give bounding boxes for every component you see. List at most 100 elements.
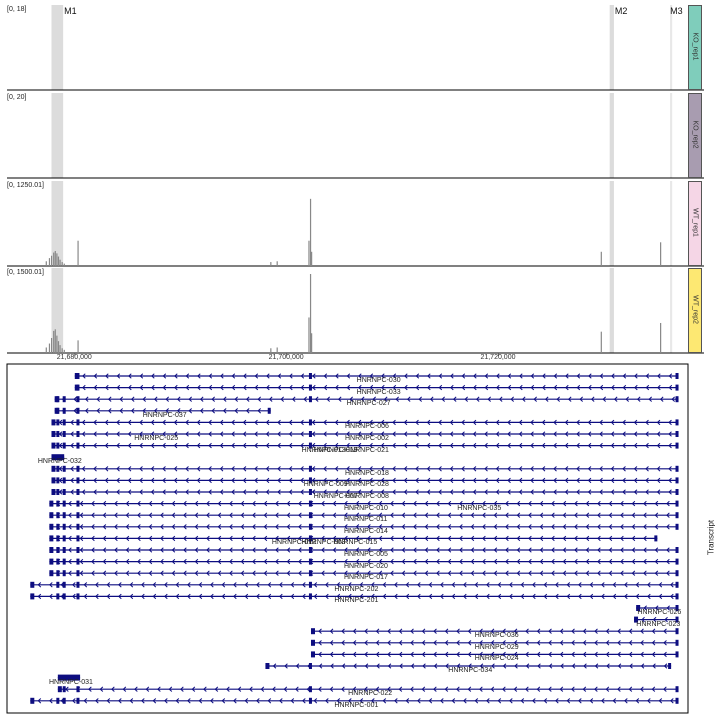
strand-chevron <box>611 384 615 391</box>
strand-chevron <box>160 512 164 518</box>
strand-chevron <box>272 686 276 692</box>
strand-chevron <box>137 500 141 507</box>
strand-chevron <box>265 442 270 449</box>
strand-chevron <box>275 535 279 542</box>
exon-block <box>56 581 60 588</box>
strand-chevron <box>576 466 580 472</box>
strand-chevron <box>79 535 84 542</box>
exon-block <box>62 489 66 495</box>
strand-chevron <box>605 651 610 658</box>
strand-chevron <box>183 500 187 507</box>
coverage-bar <box>660 322 662 353</box>
strand-chevron <box>666 605 670 611</box>
motif-label: M1 <box>64 6 77 16</box>
strand-chevron <box>312 373 316 379</box>
strand-chevron <box>105 373 109 379</box>
strand-chevron <box>326 396 331 402</box>
strand-chevron <box>176 396 181 402</box>
strand-chevron <box>613 396 618 402</box>
strand-chevron <box>528 535 532 542</box>
strand-chevron <box>233 582 237 588</box>
strand-chevron <box>516 558 521 565</box>
strand-chevron <box>484 489 488 495</box>
strand-chevron <box>129 582 134 588</box>
strand-chevron <box>346 477 350 484</box>
strand-chevron <box>277 477 281 484</box>
strand-chevron <box>358 373 362 379</box>
exon-block <box>62 570 66 577</box>
strand-chevron <box>484 477 488 484</box>
exon-block <box>636 605 641 611</box>
strand-chevron <box>484 442 488 449</box>
exon-block <box>62 535 66 542</box>
strand-chevron <box>150 466 155 472</box>
strand-chevron <box>210 582 214 588</box>
strand-chevron <box>72 582 76 588</box>
strand-chevron <box>482 512 486 518</box>
track-name-label: WT_rep2 <box>691 294 699 324</box>
strand-chevron <box>321 547 325 553</box>
strand-chevron <box>79 500 84 507</box>
strand-chevron <box>217 558 222 565</box>
strand-chevron <box>173 466 178 472</box>
strand-chevron <box>589 698 594 704</box>
strand-chevron <box>118 593 122 600</box>
strand-chevron <box>375 651 380 658</box>
strand-chevron <box>37 582 42 588</box>
strand-chevron <box>590 396 595 402</box>
strand-chevron <box>283 686 288 692</box>
strand-chevron <box>116 373 121 379</box>
strand-chevron <box>404 384 408 391</box>
strand-chevron <box>203 686 207 692</box>
strand-chevron <box>428 582 433 588</box>
strand-chevron <box>401 570 406 576</box>
strand-chevron <box>484 431 488 437</box>
strand-chevron <box>456 628 460 634</box>
strand-chevron <box>509 582 513 588</box>
strand-chevron <box>387 651 391 658</box>
strand-chevron <box>392 477 396 484</box>
strand-chevron <box>355 535 360 542</box>
exon-block <box>675 558 679 565</box>
strand-chevron <box>93 419 97 426</box>
strand-chevron <box>415 466 419 472</box>
strand-chevron <box>183 535 187 542</box>
exon-block <box>51 477 56 484</box>
strand-chevron <box>617 640 621 646</box>
motif-region-shade <box>670 5 673 90</box>
strand-chevron <box>93 373 98 379</box>
strand-chevron <box>378 512 383 518</box>
strand-chevron <box>525 686 529 692</box>
exon-block <box>56 477 60 484</box>
strand-chevron <box>666 500 670 507</box>
strand-chevron <box>323 489 327 495</box>
exon-block <box>308 500 312 507</box>
strand-chevron <box>479 663 484 669</box>
strand-chevron <box>610 419 615 426</box>
strand-chevron <box>114 500 118 507</box>
strand-chevron <box>461 384 466 391</box>
exon-block <box>310 651 315 658</box>
strand-chevron <box>298 535 302 542</box>
strand-chevron <box>82 384 86 391</box>
strand-chevron <box>390 570 394 576</box>
transcript-label: HNRNPC-010 <box>343 504 388 512</box>
motif-region-shade <box>670 268 673 353</box>
strand-chevron <box>265 489 270 495</box>
strand-chevron <box>395 396 400 402</box>
strand-chevron <box>622 442 626 449</box>
strand-chevron <box>279 582 283 588</box>
strand-chevron <box>234 408 239 414</box>
strand-chevron <box>404 373 408 379</box>
strand-chevron <box>217 524 222 530</box>
exon-block <box>675 593 679 600</box>
strand-chevron <box>185 477 189 484</box>
exon-block <box>62 686 66 693</box>
strand-chevron <box>519 384 523 391</box>
strand-chevron <box>459 500 463 507</box>
strand-chevron <box>507 384 512 391</box>
strand-chevron <box>81 489 86 495</box>
exon-block <box>76 512 80 519</box>
exon-block <box>76 523 80 530</box>
strand-chevron <box>582 651 587 658</box>
